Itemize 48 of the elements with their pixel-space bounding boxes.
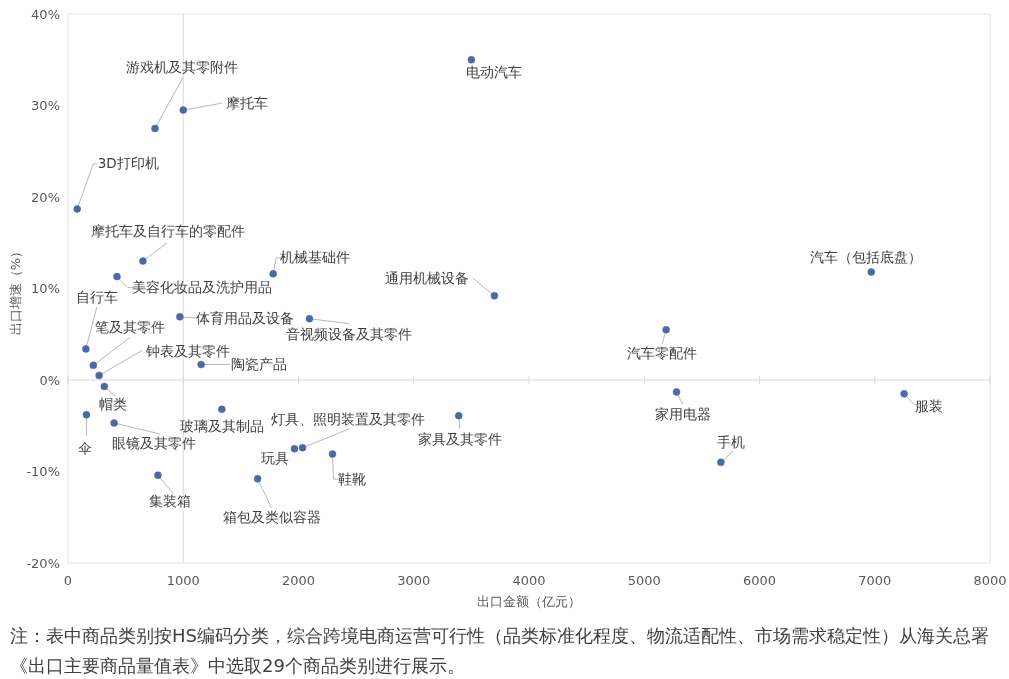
text: 注：表中商品类别按HS编码分类，综合跨境电商运营可行性（品类标准化程度、物流适配性、市场需求稳定性）从海关总署《出口主要商品量值表》中选取29个商品类别进行展示。 (10, 624, 990, 678)
annotation: 玩具 (261, 449, 290, 466)
x-tick-label: 6000 (742, 572, 777, 588)
annotation: 家用电器 (654, 405, 711, 422)
x-tick-label: 7000 (858, 572, 892, 588)
annotation: 摩托车 (226, 95, 269, 112)
annotation: 服装 (915, 397, 944, 414)
annotation: 美容化妆品及洗护用品 (131, 278, 272, 295)
y-tick-label: 0% (39, 372, 60, 388)
annotation: 汽车零配件 (627, 344, 698, 361)
x-tick-label: 1000 (166, 572, 200, 588)
annotation: 游戏机及其零附件 (126, 59, 239, 76)
y-tick-label: -10% (26, 464, 60, 479)
x-tick-label: 3000 (397, 572, 431, 588)
annotation: 眼镜及其零件 (112, 435, 197, 452)
annotation: 帽类 (99, 396, 128, 413)
y-axis-title: 出口增速（%） (7, 244, 23, 336)
y-tick-label: 40% (31, 6, 60, 22)
x-tick-label: 5000 (627, 572, 661, 588)
x-axis-title: 出口金额（亿元） (477, 593, 581, 609)
y-tick-label: 30% (31, 98, 60, 113)
y-tick-label: 20% (31, 189, 60, 205)
annotation: 音视频设备及其零件 (286, 325, 413, 342)
annotation: 电动汽车 (466, 63, 523, 80)
annotation: 伞 (78, 439, 93, 456)
y-tick-label: -20% (26, 555, 60, 571)
annotation: 3D打印机 (97, 154, 159, 171)
annotation: 陶瓷产品 (231, 356, 288, 373)
annotation: 机械基础件 (280, 248, 351, 265)
annotation: 汽车（包括底盘） (810, 249, 923, 266)
annotation: 鞋靴 (338, 471, 367, 488)
annotation: 笔及其零件 (95, 319, 166, 336)
annotation: 玻璃及其制品 (179, 418, 264, 435)
annotation: 钟表及其零件 (145, 343, 231, 360)
annotation: 摩托车及自行车的零配件 (90, 223, 245, 240)
y-tick-label: 10% (31, 281, 60, 296)
annotation: 通用机械设备 (385, 269, 470, 286)
annotation: 集装箱 (148, 493, 191, 510)
annotation: 家具及其零件 (417, 430, 502, 447)
x-tick-label: 2000 (281, 572, 316, 588)
annotation: 手机 (716, 434, 745, 451)
annotation: 灯具、照明装置及其零件 (270, 410, 425, 427)
annotation: 体育用品及设备 (195, 309, 294, 326)
x-tick-label: 0 (63, 572, 73, 588)
annotation: 箱包及类似容器 (222, 508, 321, 525)
x-tick-label: 4000 (512, 572, 546, 588)
x-tick-label: 8000 (973, 572, 1007, 588)
annotation: 自行车 (75, 288, 118, 305)
